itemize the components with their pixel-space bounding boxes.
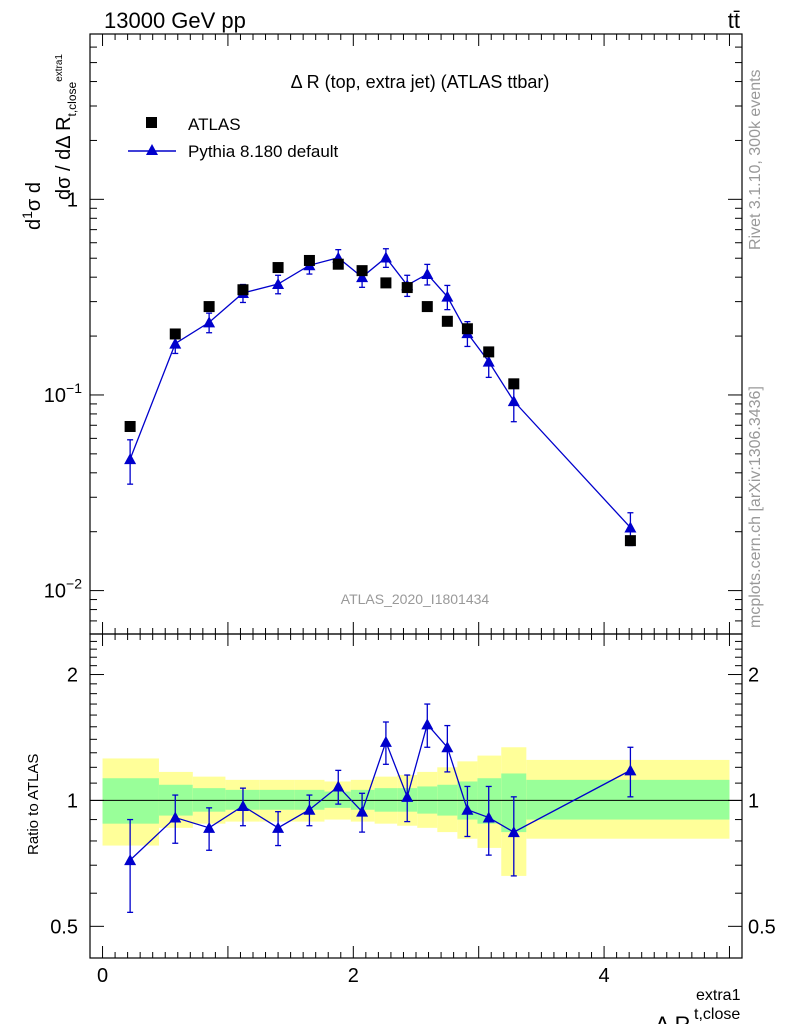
process-label: tt̄ [728, 8, 740, 33]
x-axis-label-main: Δ R [655, 1012, 690, 1024]
legend-label-atlas: ATLAS [188, 115, 241, 134]
ratio-point [332, 780, 345, 792]
ratio-point [124, 854, 137, 866]
ratio-point [203, 821, 216, 833]
ratio-y-tick-label: 2 [67, 665, 78, 687]
ratio-point [379, 735, 392, 747]
ratio-point [441, 741, 454, 753]
atlas-point [356, 265, 368, 277]
atlas-point [380, 277, 392, 289]
pythia-point [272, 278, 285, 290]
atlas-point [461, 323, 473, 335]
ratio-point [303, 803, 316, 815]
atlas-point [508, 378, 520, 390]
x-axis-label-sub: t,close [694, 1006, 740, 1023]
svg-text:d1σ d: d1σ d [19, 182, 45, 230]
atlas-point [169, 328, 181, 340]
atlas-point [203, 301, 215, 313]
ratio-point [507, 826, 520, 838]
atlas-point [401, 282, 413, 294]
atlas-point [303, 254, 315, 266]
atlas-point [237, 284, 249, 296]
atlas-point [124, 420, 136, 432]
atlas-point [624, 535, 636, 547]
pythia-point [624, 521, 637, 533]
pythia-point [356, 271, 369, 283]
source-label: mcplots.cern.ch [arXiv:1306.3436] [747, 386, 764, 628]
pythia-point [441, 290, 454, 302]
legend-marker-pythia [146, 144, 158, 155]
legend: ATLAS Pythia 8.180 default [128, 115, 339, 161]
pythia-point [482, 355, 495, 367]
ratio-y-tick-label-right: 0.5 [748, 916, 776, 938]
ratio-y-tick-label: 0.5 [50, 916, 78, 938]
svg-text:dσ / dΔ Rt,closeextra1: dσ / dΔ Rt,closeextra1 [53, 54, 79, 200]
analysis-id: ATLAS_2020_I1801434 [341, 591, 490, 607]
rivet-label: Rivet 3.1.10, 300k events [747, 69, 764, 250]
atlas-point [332, 258, 344, 270]
main-y-tick-label: 1 [67, 189, 78, 211]
main-y-tick-label: 10−1 [44, 380, 82, 407]
ratio-point [169, 811, 182, 823]
ratio-y-tick-label-right: 1 [748, 790, 759, 812]
atlas-point [421, 301, 433, 313]
ratio-y-tick-label-right: 2 [748, 665, 759, 687]
pythia-point [379, 251, 392, 263]
band-inner-bin [374, 788, 398, 812]
x-axis-label: Δ R t,close extra1 [655, 987, 741, 1024]
band-inner-bin [102, 778, 159, 824]
ratio-point [356, 805, 369, 817]
x-tick-label: 2 [348, 965, 359, 987]
pythia-point [421, 268, 434, 280]
ratio-y-tick-label: 1 [67, 790, 78, 812]
atlas-point [441, 315, 453, 327]
legend-marker-atlas [146, 117, 157, 128]
pythia-line [129, 256, 631, 529]
main-y-tick-label: 10−2 [44, 576, 82, 603]
pythia-point [124, 453, 137, 465]
pythia-point [507, 395, 520, 407]
band-inner-bin [192, 788, 226, 812]
atlas-point [483, 346, 495, 358]
ratio-point [272, 821, 285, 833]
x-axis-label-sup: extra1 [696, 987, 741, 1004]
ratio-point [236, 799, 249, 811]
x-tick-label: 0 [97, 965, 108, 987]
x-tick-label: 4 [599, 965, 610, 987]
energy-label: 13000 GeV pp [104, 8, 246, 33]
legend-label-pythia: Pythia 8.180 default [188, 142, 339, 161]
ratio-line [129, 723, 631, 861]
y-axis-label-ratio: Ratio to ATLAS [25, 754, 42, 855]
pythia-point [169, 337, 182, 349]
chart-title: Δ R (top, extra jet) (ATLAS ttbar) [291, 72, 550, 92]
ratio-point [401, 790, 414, 802]
ratio-point [482, 811, 495, 823]
band-inner-bin [526, 779, 730, 820]
ratio-point [421, 718, 434, 730]
band-inner-bin [259, 789, 295, 810]
pythia-point [203, 316, 216, 328]
ratio-point [461, 803, 474, 815]
atlas-point [272, 262, 284, 274]
ratio-point [624, 764, 637, 776]
